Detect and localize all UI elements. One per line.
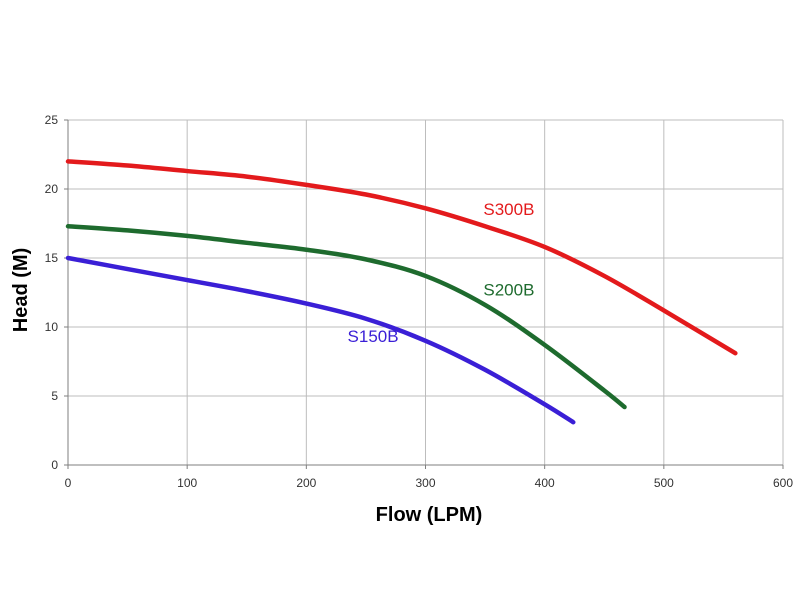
series-label-s300b: S300B bbox=[483, 200, 534, 219]
x-tick-label: 100 bbox=[177, 476, 197, 490]
y-axis-title: Head (M) bbox=[10, 248, 32, 332]
y-tick-labels: 0 5 10 15 20 25 bbox=[45, 113, 59, 472]
x-tick-label: 300 bbox=[415, 476, 435, 490]
series-line-s200b bbox=[65, 224, 627, 410]
y-tick-label: 0 bbox=[51, 458, 58, 472]
series-label-s150b: S150B bbox=[348, 327, 399, 346]
y-tick-label: 5 bbox=[51, 389, 58, 403]
x-tick-label: 0 bbox=[65, 476, 72, 490]
x-tick-label: 400 bbox=[535, 476, 555, 490]
x-tick-label: 500 bbox=[654, 476, 674, 490]
x-tick-labels: 0 100 200 300 400 500 600 bbox=[65, 476, 794, 490]
series-label-s200b: S200B bbox=[483, 280, 534, 299]
y-tick-label: 25 bbox=[45, 113, 59, 127]
series-labels: S300B S200B S150B bbox=[348, 200, 535, 346]
x-tick-label: 600 bbox=[773, 476, 793, 490]
series-line-s300b bbox=[65, 159, 738, 356]
y-tick-label: 20 bbox=[45, 182, 59, 196]
series-lines bbox=[65, 159, 738, 425]
y-tick-label: 10 bbox=[45, 320, 59, 334]
x-axis-title: Flow (LPM) bbox=[376, 504, 483, 526]
y-tick-label: 15 bbox=[45, 251, 59, 265]
x-tick-label: 200 bbox=[296, 476, 316, 490]
series-line-s150b bbox=[65, 255, 576, 425]
